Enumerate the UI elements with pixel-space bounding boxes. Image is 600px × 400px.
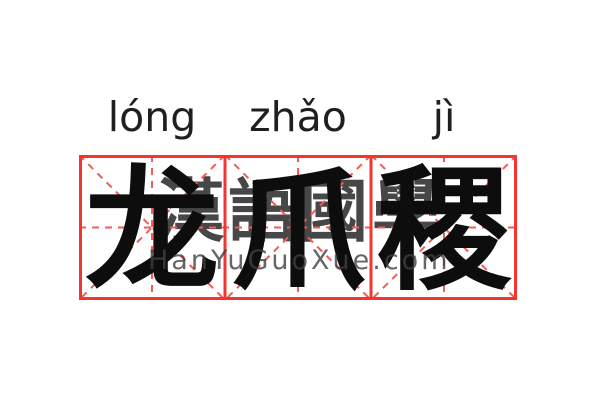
- hanzi-character-1: 龙: [84, 151, 220, 309]
- grid-guide-lines: [79, 155, 517, 300]
- hanzi-character-2: 爪: [230, 151, 366, 309]
- mizige-grid: [79, 155, 517, 300]
- hanzi-character-3: 稷: [376, 151, 512, 309]
- grid-diagonal: [79, 155, 226, 300]
- grid-diagonal: [224, 155, 372, 300]
- grid-diagonal: [370, 155, 517, 300]
- pinyin-syllable-1: lóng: [107, 93, 197, 141]
- pinyin-syllable-3: jì: [432, 93, 456, 141]
- grid-diagonal: [79, 155, 226, 300]
- grid-diagonal: [224, 155, 372, 300]
- pinyin-syllable-2: zhǎo: [249, 93, 347, 141]
- site-watermark-url: HanYuGuoXue.com: [148, 245, 451, 276]
- grid-outer-border: [79, 155, 517, 300]
- grid-diagonal: [370, 155, 517, 300]
- grid-frame: [79, 155, 517, 300]
